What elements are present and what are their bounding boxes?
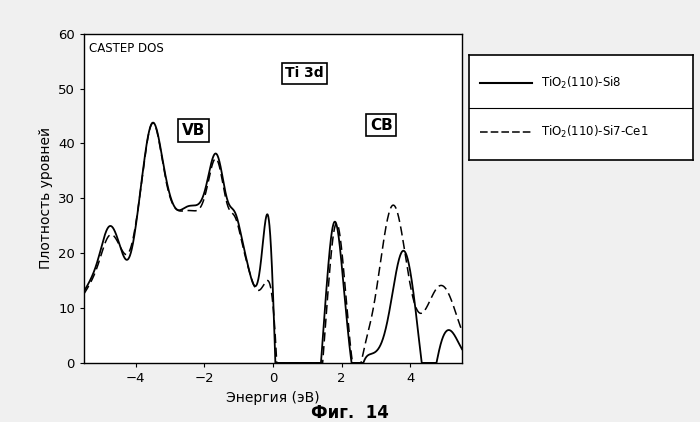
Text: TiO$_2$(110)-Si7-Ce1: TiO$_2$(110)-Si7-Ce1 bbox=[540, 124, 648, 140]
X-axis label: Энергия (эВ): Энергия (эВ) bbox=[226, 390, 320, 405]
Text: VB: VB bbox=[182, 123, 206, 138]
Text: CB: CB bbox=[370, 117, 393, 133]
Text: CASTEP DOS: CASTEP DOS bbox=[89, 42, 164, 55]
Text: Фиг.  14: Фиг. 14 bbox=[311, 404, 389, 422]
Text: TiO$_2$(110)-Si8: TiO$_2$(110)-Si8 bbox=[540, 75, 621, 92]
Text: Ti 3d: Ti 3d bbox=[285, 66, 323, 80]
Y-axis label: Плотность уровней: Плотность уровней bbox=[38, 127, 52, 269]
